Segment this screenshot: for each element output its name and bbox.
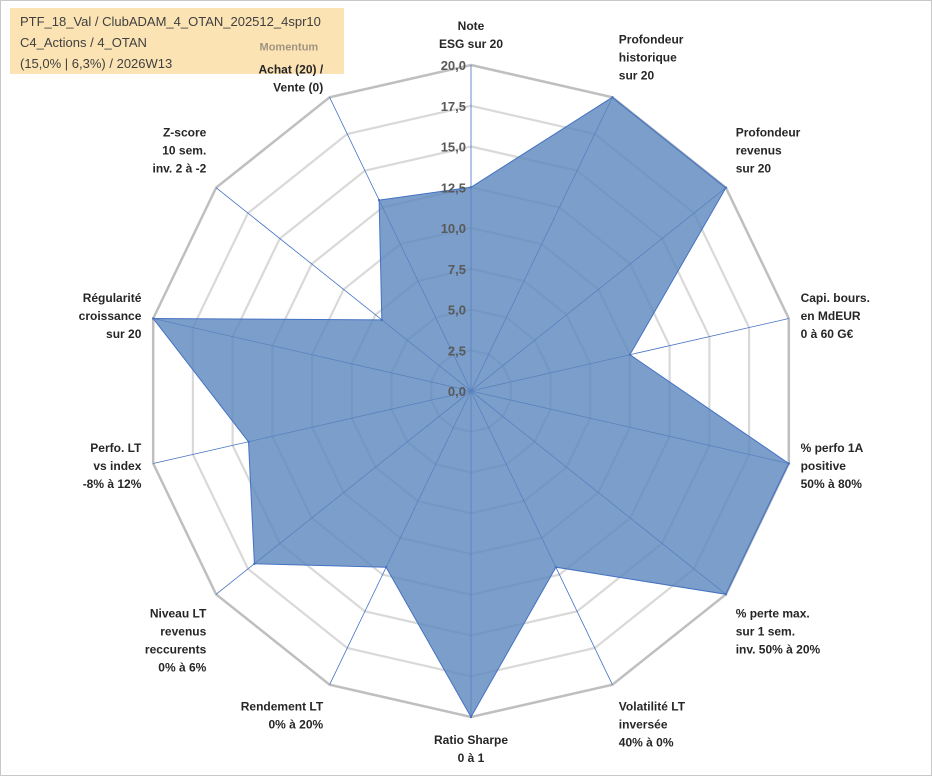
portfolio-info-box: PTF_18_Val / ClubADAM_4_OTAN_202512_4spr… (10, 8, 344, 74)
data-area (152, 96, 790, 719)
axis-label: croissance (79, 309, 142, 323)
axis-label: Z-score (163, 126, 207, 140)
axis-label: 0% à 20% (268, 718, 323, 732)
axis-label: Vente (0) (273, 80, 323, 94)
tick-label: 10,0 (441, 221, 466, 236)
axis-label: Perfo. LT (90, 441, 142, 455)
axis-label: 0 à 60 G€ (801, 327, 854, 341)
axis-label: vs index (93, 459, 141, 473)
momentum-label: Momentum (260, 41, 319, 53)
tick-label: 17,5 (441, 99, 466, 114)
axis-label: historique (619, 50, 677, 64)
axis-label: -8% à 12% (83, 477, 142, 491)
axis-label: revenus (736, 144, 782, 158)
data-point (152, 317, 155, 320)
data-point (724, 593, 728, 596)
data-point (469, 715, 473, 719)
data-point (380, 318, 383, 322)
axis-label: Profondeur (736, 126, 801, 140)
axis-label: Achat (20) / (259, 62, 324, 76)
data-point (724, 186, 728, 189)
axis-label: inv. 2 à -2 (152, 162, 206, 176)
axis-label: sur 20 (106, 327, 142, 341)
data-point (384, 566, 388, 569)
data-point (469, 186, 473, 189)
data-point (611, 96, 614, 99)
data-point (787, 462, 790, 465)
axis-label: 40% à 0% (619, 736, 674, 750)
tick-label: 5,0 (448, 303, 466, 318)
axis-label: Régularité (83, 291, 142, 305)
axis-label: revenus (160, 625, 206, 639)
axis-label: sur 20 (619, 68, 655, 82)
axis-label: 10 sem. (162, 144, 206, 158)
axis-label: sur 1 sem. (736, 625, 795, 639)
axis-label: Ratio Sharpe (434, 733, 508, 747)
portfolio-stats: (15,0% | 6,3%) / 2026W13 (20, 56, 173, 71)
axis-label: Capi. bours. (801, 291, 870, 305)
data-point (554, 566, 558, 569)
tick-label: 0,0 (448, 384, 466, 399)
axis-label: Niveau LT (150, 607, 207, 621)
axis-label: 0% à 6% (158, 661, 206, 675)
tick-label: 7,5 (448, 262, 466, 277)
data-point (247, 440, 250, 443)
data-point (628, 353, 632, 356)
axis-label: inversée (619, 718, 668, 732)
tick-label: 2,5 (448, 343, 466, 358)
tick-label: 20,0 (441, 58, 466, 73)
axis-label: % perte max. (736, 607, 810, 621)
axis-label: Rendement LT (241, 700, 324, 714)
axis-label: inv. 50% à 20% (736, 643, 821, 657)
portfolio-name: PTF_18_Val / ClubADAM_4_OTAN_202512_4spr… (20, 14, 321, 29)
axis-label: ESG sur 20 (439, 37, 503, 51)
axis-label: Volatilité LT (619, 700, 686, 714)
axis-label: en MdEUR (801, 309, 861, 323)
axis-label: sur 20 (736, 162, 772, 176)
axis-label: Note (458, 19, 485, 33)
axis-label: 0 à 1 (458, 751, 485, 765)
axis-label: % perfo 1A (801, 441, 864, 455)
data-point (377, 198, 381, 202)
axis-label: 50% à 80% (801, 477, 863, 491)
data-point (253, 562, 256, 565)
tick-label: 12,5 (441, 180, 466, 195)
portfolio-category: C4_Actions / 4_OTAN (20, 35, 147, 50)
tick-label: 15,0 (441, 140, 466, 155)
axis-label: Profondeur (619, 32, 684, 46)
axis-label: positive (801, 459, 847, 473)
axis-label: reccurents (145, 643, 207, 657)
